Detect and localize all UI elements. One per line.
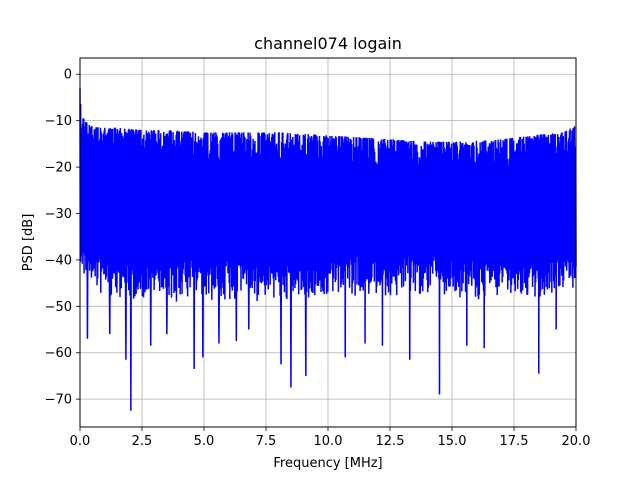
y-tick-label: −10 [45, 114, 72, 129]
x-tick-label: 5.0 [194, 434, 215, 449]
y-tick-label: −30 [45, 207, 72, 222]
y-tick-label: −20 [45, 161, 72, 176]
chart-title: channel074 logain [254, 34, 402, 53]
y-tick-label: −50 [45, 300, 72, 315]
axis-ticks: 0.0 2.5 5.0 7.5 10.0 12.5 15.0 17.5 20.0 0 −10 −20 −… [45, 68, 591, 449]
y-tick-label: −70 [45, 393, 72, 408]
y-tick-label: −40 [45, 253, 72, 268]
x-tick-label: 7.5 [256, 434, 277, 449]
x-tick-label: 2.5 [132, 434, 153, 449]
x-tick-label: 20.0 [562, 434, 591, 449]
x-tick-label: 10.0 [314, 434, 343, 449]
x-axis-label: Frequency [MHz] [273, 456, 382, 471]
psd-line [79, 88, 577, 411]
x-tick-label: 15.0 [438, 434, 467, 449]
x-tick-label: 0.0 [70, 434, 91, 449]
y-axis-label: PSD [dB] [21, 214, 36, 272]
x-tick-label: 17.5 [500, 434, 529, 449]
psd-trace [79, 88, 577, 411]
x-tick-label: 12.5 [376, 434, 405, 449]
y-tick-label: 0 [64, 68, 72, 83]
y-tick-label: −60 [45, 346, 72, 361]
